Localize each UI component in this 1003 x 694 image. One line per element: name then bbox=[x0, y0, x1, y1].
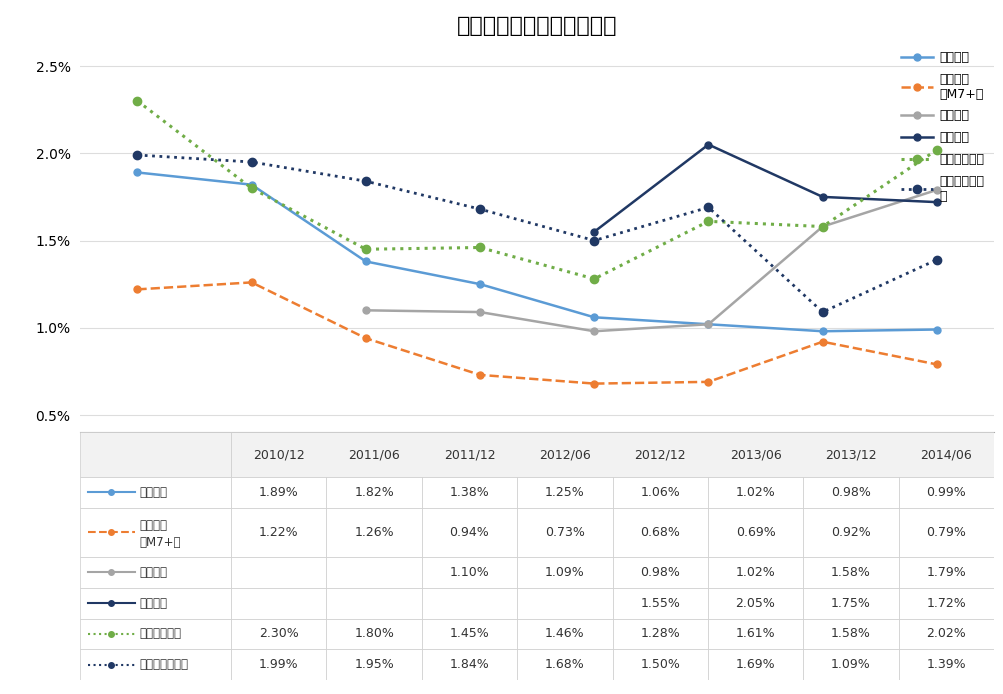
Text: 1.69%: 1.69% bbox=[735, 658, 774, 671]
Text: 1.68%: 1.68% bbox=[545, 658, 584, 671]
Text: 1.61%: 1.61% bbox=[735, 627, 774, 641]
Text: 2014/06: 2014/06 bbox=[920, 448, 971, 462]
Text: 浦发银行: 浦发银行 bbox=[139, 597, 168, 610]
Text: 2010/12: 2010/12 bbox=[253, 448, 304, 462]
Text: 1.72%: 1.72% bbox=[926, 597, 965, 610]
Text: 1.79%: 1.79% bbox=[926, 566, 965, 579]
Text: 1.82%: 1.82% bbox=[354, 486, 393, 499]
Text: 2011/06: 2011/06 bbox=[348, 448, 399, 462]
Text: （M7+）: （M7+） bbox=[139, 536, 181, 549]
Text: 1.28%: 1.28% bbox=[640, 627, 679, 641]
Text: 1.99%: 1.99% bbox=[259, 658, 298, 671]
Text: 1.46%: 1.46% bbox=[545, 627, 584, 641]
Text: 1.09%: 1.09% bbox=[830, 658, 870, 671]
Text: 1.25%: 1.25% bbox=[545, 486, 584, 499]
Text: 2012/06: 2012/06 bbox=[539, 448, 590, 462]
Text: 银联数据区域行: 银联数据区域行 bbox=[139, 658, 189, 671]
Text: 1.10%: 1.10% bbox=[449, 566, 488, 579]
Text: 1.38%: 1.38% bbox=[449, 486, 488, 499]
Text: 1.39%: 1.39% bbox=[926, 658, 965, 671]
Text: 2.02%: 2.02% bbox=[926, 627, 965, 641]
Text: 光大银行: 光大银行 bbox=[139, 518, 168, 532]
Text: 2012/12: 2012/12 bbox=[634, 448, 685, 462]
Text: 1.80%: 1.80% bbox=[354, 627, 393, 641]
Text: 0.79%: 0.79% bbox=[926, 526, 965, 539]
Text: 0.68%: 0.68% bbox=[640, 526, 679, 539]
Legend: 招商银行, 光大银行
（M7+）, 平安银行, 浦发银行, 银联数据整体, 银联数据区域
行: 招商银行, 光大银行 （M7+）, 平安银行, 浦发银行, 银联数据整体, 银联… bbox=[897, 47, 987, 206]
Text: 招商银行: 招商银行 bbox=[139, 486, 168, 499]
Text: 1.26%: 1.26% bbox=[354, 526, 393, 539]
Text: 2011/12: 2011/12 bbox=[443, 448, 494, 462]
Text: 1.75%: 1.75% bbox=[830, 597, 870, 610]
Text: 1.50%: 1.50% bbox=[640, 658, 679, 671]
Text: 银联数据整体: 银联数据整体 bbox=[139, 627, 182, 641]
Text: 平安银行: 平安银行 bbox=[139, 566, 168, 579]
Text: 0.98%: 0.98% bbox=[640, 566, 679, 579]
Text: 2013/06: 2013/06 bbox=[729, 448, 780, 462]
Text: 2.05%: 2.05% bbox=[735, 597, 774, 610]
Text: 0.73%: 0.73% bbox=[545, 526, 584, 539]
Text: 0.94%: 0.94% bbox=[449, 526, 488, 539]
Text: 2013/12: 2013/12 bbox=[824, 448, 876, 462]
Text: 1.55%: 1.55% bbox=[640, 597, 679, 610]
Text: 0.98%: 0.98% bbox=[830, 486, 870, 499]
Text: 1.06%: 1.06% bbox=[640, 486, 679, 499]
Text: 1.09%: 1.09% bbox=[545, 566, 584, 579]
Text: 1.22%: 1.22% bbox=[259, 526, 298, 539]
Text: 0.99%: 0.99% bbox=[926, 486, 965, 499]
Text: 2.30%: 2.30% bbox=[259, 627, 298, 641]
Text: 1.02%: 1.02% bbox=[735, 486, 774, 499]
Text: 0.69%: 0.69% bbox=[735, 526, 774, 539]
Text: 1.89%: 1.89% bbox=[259, 486, 298, 499]
Text: 1.95%: 1.95% bbox=[354, 658, 393, 671]
Text: 1.02%: 1.02% bbox=[735, 566, 774, 579]
Text: 1.58%: 1.58% bbox=[830, 627, 870, 641]
Title: 各银行信用卡业务风险趋势: 各银行信用卡业务风险趋势 bbox=[456, 16, 617, 36]
Text: 1.84%: 1.84% bbox=[449, 658, 488, 671]
Text: 1.45%: 1.45% bbox=[449, 627, 488, 641]
Text: 1.58%: 1.58% bbox=[830, 566, 870, 579]
Text: 0.92%: 0.92% bbox=[830, 526, 870, 539]
